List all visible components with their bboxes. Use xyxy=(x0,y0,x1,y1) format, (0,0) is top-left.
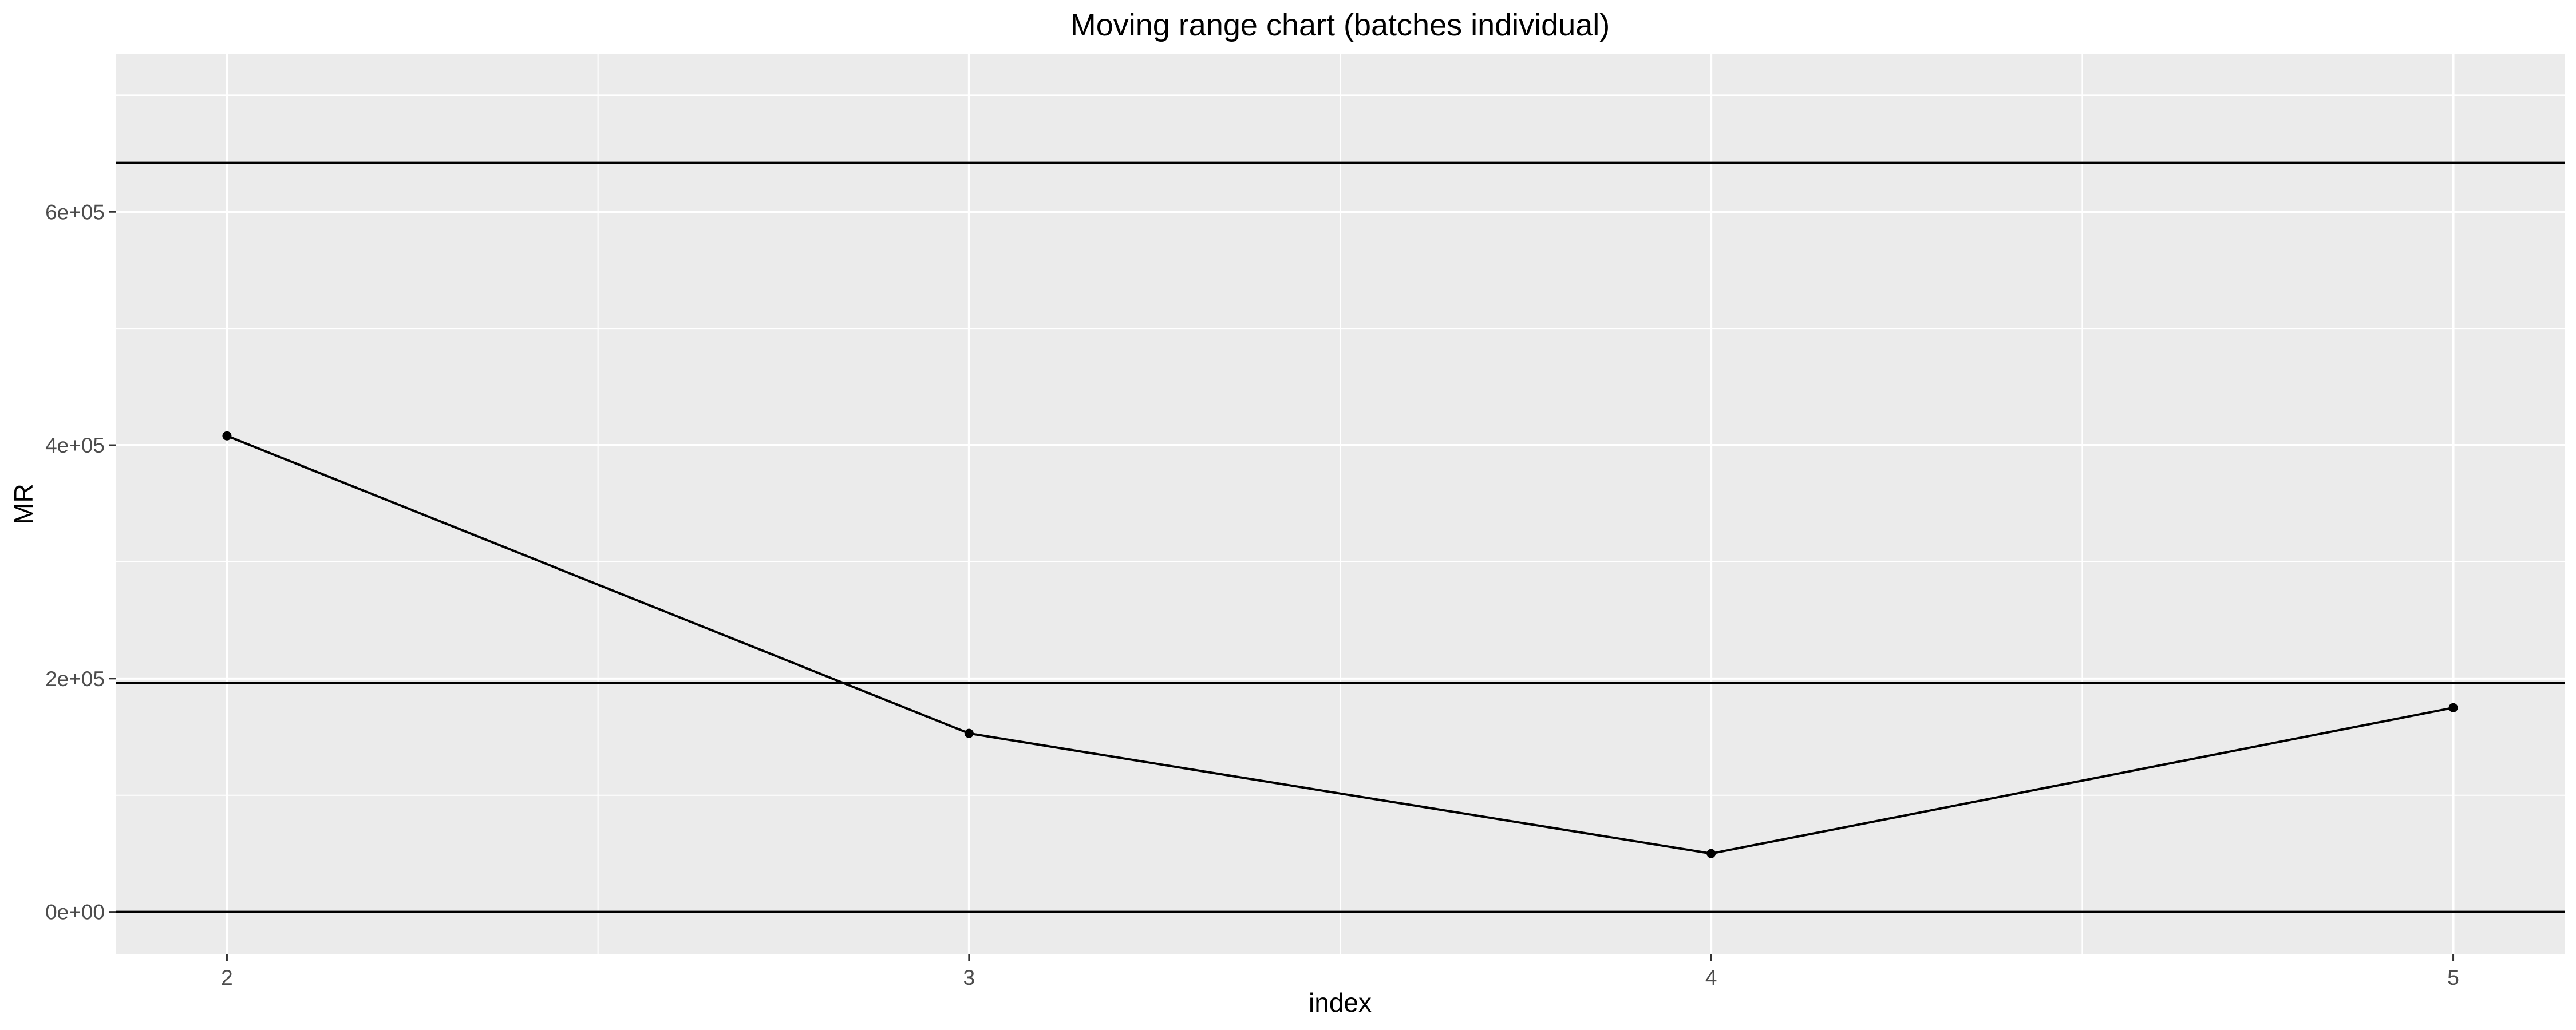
y-tick-labels: 0e+00 2e+05 4e+05 6e+05 xyxy=(45,200,105,924)
control-limit-lines xyxy=(116,161,2565,913)
y-tick-label-2: 4e+05 xyxy=(45,434,105,457)
minor-gridlines xyxy=(116,54,2565,954)
y-tick-label-1: 2e+05 xyxy=(45,667,105,691)
x-tick-label-2: 4 xyxy=(1705,966,1717,989)
y-axis-title: MR xyxy=(9,484,38,525)
x-tick-label-0: 2 xyxy=(221,966,233,989)
y-tick-label-0: 0e+00 xyxy=(45,901,105,924)
series-group xyxy=(222,431,2458,858)
data-point-0-2 xyxy=(1706,849,1716,858)
x-tick-label-1: 3 xyxy=(963,966,975,989)
series-line-0 xyxy=(226,434,2453,855)
data-point-0-3 xyxy=(2448,703,2458,712)
x-tick-label-3: 5 xyxy=(2447,966,2459,989)
x-tick-labels: 2 3 4 5 xyxy=(221,966,2459,989)
data-point-0-1 xyxy=(964,728,974,738)
x-axis-title: index xyxy=(1309,988,1372,1017)
chart-title: Moving range chart (batches individual) xyxy=(1070,8,1610,42)
data-point-0-0 xyxy=(222,431,232,441)
y-tick-label-3: 6e+05 xyxy=(45,200,105,224)
axis-ticks xyxy=(109,211,2455,961)
